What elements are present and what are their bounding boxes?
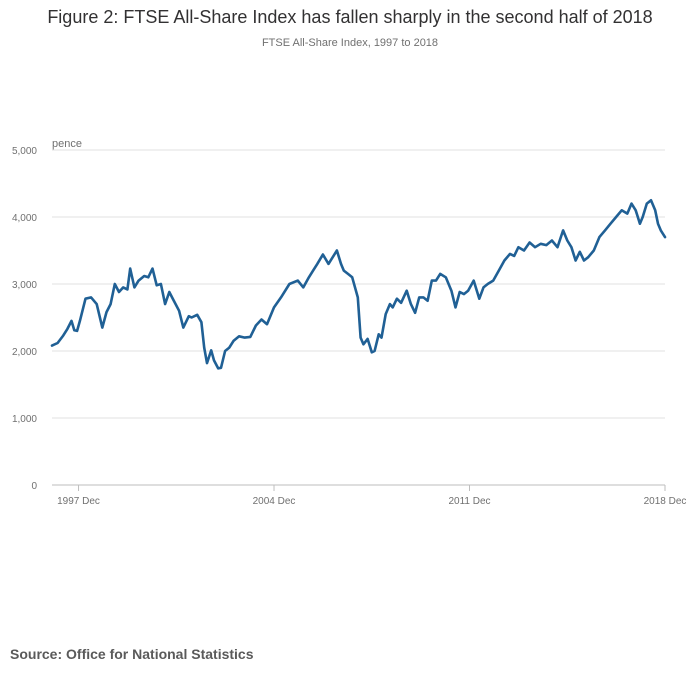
series-layer xyxy=(50,199,667,370)
axes: 0 1,000 2,000 3,000 4,000 5,000 1997 Dec 2004 D… xyxy=(12,146,686,507)
y-tick-label: 5,000 xyxy=(12,146,37,157)
y-tick-label: 2,000 xyxy=(12,347,37,358)
gridlines xyxy=(52,149,665,486)
y-axis-unit-label: pence xyxy=(52,138,82,150)
y-tick-label: 1,000 xyxy=(12,414,37,425)
y-tick-label: 4,000 xyxy=(12,213,37,224)
x-tick-label: 1997 Dec xyxy=(57,496,100,507)
source-note: Source: Office for National Statistics xyxy=(10,646,254,662)
x-tick-label: 2011 Dec xyxy=(448,496,490,507)
y-tick-label: 3,000 xyxy=(12,280,37,291)
y-tick-label: 0 xyxy=(31,481,37,492)
chart-subtitle: FTSE All-Share Index, 1997 to 2018 xyxy=(261,37,439,49)
line-chart: 0 1,000 2,000 3,000 4,000 5,000 1997 Dec 2004 D… xyxy=(12,138,686,507)
x-tick-label: 2004 Dec xyxy=(253,496,296,507)
series-line-ftse-all-share xyxy=(50,199,667,370)
chart-title: Figure 2: FTSE All-Share Index has falle… xyxy=(47,7,653,27)
x-tick-label: 2018 Dec xyxy=(644,496,687,507)
